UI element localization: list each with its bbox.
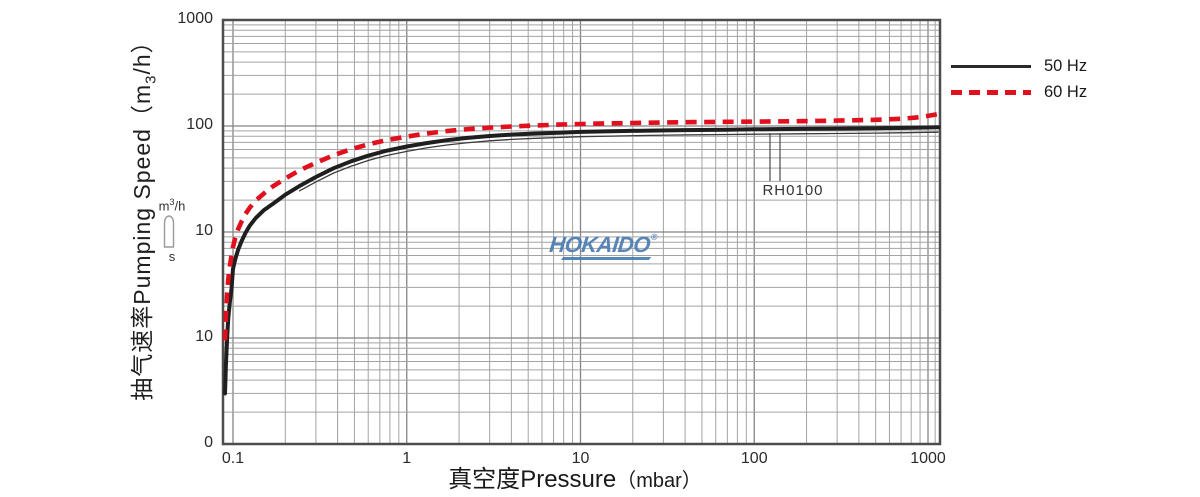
legend-line-solid (951, 64, 1031, 68)
legend-line-dashed (951, 89, 1031, 95)
y-tick-label: 1000 (177, 10, 213, 27)
x-axis-title-en: Pressure (520, 466, 617, 493)
x-tick-label: 1000 (910, 450, 946, 467)
x-axis-unit: （mbar） (616, 470, 702, 492)
y-axis-unit-suffix: /h） (129, 29, 155, 75)
unit-note-per-h: /h (174, 198, 186, 214)
unit-note-m: m (158, 198, 170, 214)
x-axis-title: 真空度Pressure（mbar） (430, 459, 720, 494)
y-tick-label: 10 (195, 222, 213, 239)
y-axis-title-en: Pumping Speed (129, 128, 155, 305)
y-axis-title-zh: 抽气速率 (129, 304, 155, 401)
y-tick-label: 0 (204, 434, 213, 451)
x-tick-label: 10 (571, 450, 590, 467)
x-tick-label: 100 (740, 450, 768, 467)
legend-label-50hz: 50 Hz (1044, 56, 1088, 75)
x-tick-label: 1 (402, 450, 412, 467)
y-tick-label: 10 (195, 328, 213, 345)
legend-item-60hz: 60 Hz (951, 79, 1087, 105)
legend-item-50hz: 50 Hz (951, 53, 1087, 79)
x-axis-title-zh: 真空度 (448, 466, 521, 493)
unit-note-top: m3/h (148, 197, 196, 213)
legend: 50 Hz 60 Hz (951, 53, 1087, 105)
x-tick-label: 0.1 (221, 450, 245, 467)
y-tick-label: 100 (186, 116, 213, 133)
up-arrow-icon (163, 215, 175, 248)
y-axis-title: 抽气速率Pumping Speed（m3/h） (123, 0, 160, 435)
y-axis-unit-sub: 3 (142, 74, 160, 84)
legend-label-60hz: 60 Hz (1044, 82, 1088, 101)
unit-note-bottom: s (168, 249, 176, 264)
unit-note-sup3: 3 (169, 197, 175, 207)
model-annotation: RH0100 (762, 182, 824, 199)
